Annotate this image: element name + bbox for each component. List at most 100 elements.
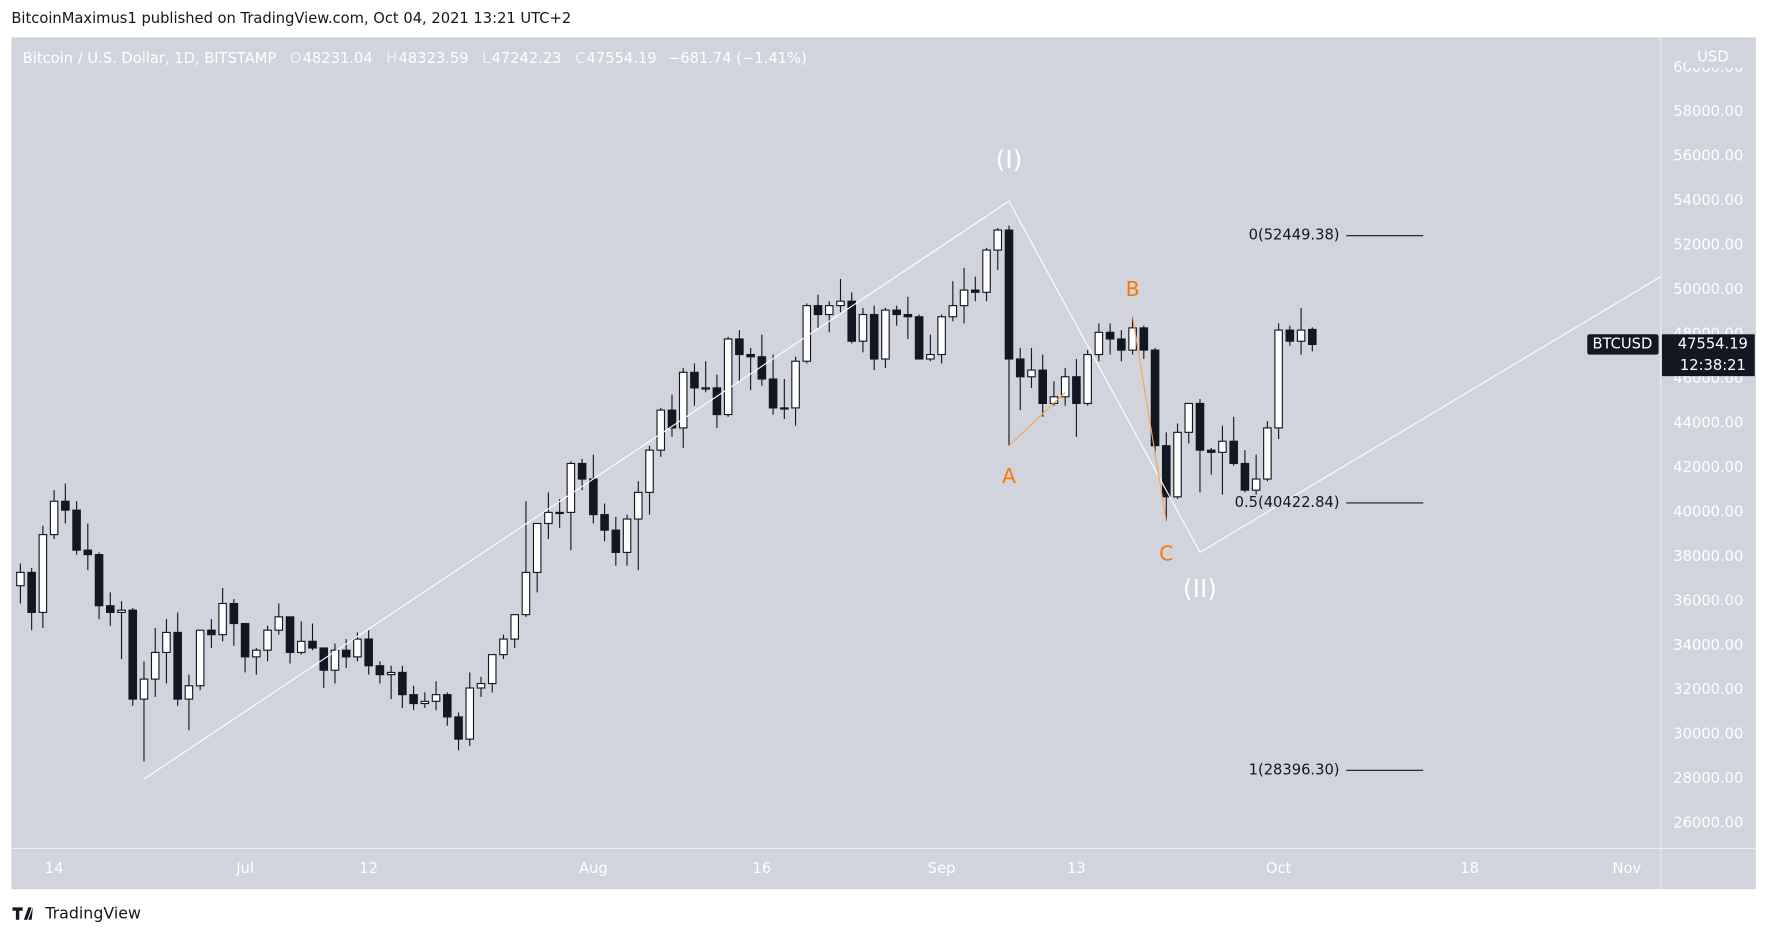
candle-body-down [341, 649, 351, 658]
candle-body-up [195, 629, 205, 687]
wave-label: A [1002, 464, 1016, 488]
candle-body-up [487, 654, 497, 685]
candle-body-down [746, 353, 755, 358]
candle-body-down [27, 571, 36, 613]
candle-body-down [398, 671, 407, 696]
candle-body-up [49, 500, 59, 536]
candle-body-down [1139, 327, 1149, 351]
y-tick-label: 58000.00 [1673, 103, 1743, 120]
y-tick-label: 44000.00 [1673, 414, 1743, 431]
x-tick-label: 14 [45, 860, 64, 877]
candle-body-down [83, 549, 93, 556]
candle-body-down [712, 387, 722, 416]
legend-key: H [386, 50, 397, 67]
candle-body-up [926, 353, 935, 360]
candle-body-down [1117, 338, 1126, 351]
candle-body-down [667, 409, 677, 429]
candle-body-down [690, 371, 699, 389]
tv-logo [12, 907, 33, 920]
candle-body-up [465, 687, 475, 740]
candle-body-down [364, 638, 373, 667]
x-tick-label: 12 [359, 860, 378, 877]
candle-body-up [566, 462, 576, 513]
candle-body-up [184, 685, 194, 700]
candle-body-up [1296, 329, 1306, 342]
candle-body-up [982, 249, 991, 293]
candle-body-down [128, 609, 138, 700]
x-tick-label: Jul [235, 860, 254, 877]
candle-body-down [1015, 358, 1025, 378]
y-tick-label: 52000.00 [1673, 237, 1743, 254]
candle-body-up [881, 309, 890, 360]
candle-body-down [1229, 440, 1238, 465]
chart-background [11, 37, 1756, 890]
candle-body-down [600, 514, 609, 531]
currency-bg [1685, 47, 1743, 68]
symbol-label: BTCUSD [1592, 335, 1652, 352]
candle-body-down [611, 529, 621, 553]
candle-body-up [824, 305, 834, 316]
candle-body-down [757, 356, 767, 380]
candle-body-up [521, 571, 531, 616]
candle-body-up [656, 409, 666, 451]
candle-body-up [139, 678, 149, 700]
candle-body-up [150, 651, 160, 680]
candle-body-down [1240, 462, 1250, 491]
candle-body-down [1004, 229, 1014, 360]
candle-body-down [1105, 331, 1115, 340]
x-tick-label: Oct [1266, 860, 1292, 877]
candle-body-up [1184, 402, 1194, 433]
candle-body-up [1083, 353, 1092, 405]
y-tick-label: 26000.00 [1673, 815, 1743, 832]
candle-body-up [633, 491, 643, 520]
candle-body-down [768, 378, 778, 409]
wave-label: C [1159, 542, 1173, 566]
y-tick-label: 42000.00 [1673, 459, 1743, 476]
y-tick-label: 56000.00 [1673, 148, 1743, 165]
candle-body-up [1094, 331, 1104, 356]
candle-body-down [207, 629, 216, 636]
y-tick-label: 54000.00 [1673, 192, 1743, 209]
candle-body-down [1206, 449, 1216, 453]
candle-body-up [476, 682, 486, 689]
candle-body-down [903, 313, 913, 318]
candle-body-down [72, 509, 81, 551]
candle-body-down [240, 622, 250, 658]
brand: TradingView [44, 904, 141, 923]
candle-body-up [532, 522, 542, 573]
candle-body-up [555, 511, 564, 515]
candle-body-down [914, 316, 924, 360]
candle-body-up [802, 305, 812, 362]
y-tick-label: 28000.00 [1673, 770, 1743, 787]
candle-body-down [173, 631, 182, 700]
candle-body-down [869, 313, 879, 360]
candle-body-up [274, 616, 284, 631]
candle-body-up [993, 229, 1003, 251]
candle-body-up [353, 638, 362, 658]
candle-body-down [589, 478, 598, 516]
legend-value: 47242.23 [491, 50, 561, 67]
candle-body-down [1150, 349, 1160, 447]
y-tick-label: 50000.00 [1673, 281, 1743, 298]
y-tick-label: 34000.00 [1673, 637, 1743, 654]
legend-value: 48231.04 [303, 50, 373, 67]
candle-body-down [1285, 329, 1295, 342]
y-tick-label: 30000.00 [1673, 726, 1743, 743]
candle-body-up [263, 629, 272, 651]
y-tick-label: 38000.00 [1673, 548, 1743, 565]
candle-body-up [1251, 478, 1261, 491]
candle-body-up [162, 631, 171, 653]
candle-body-up [948, 305, 958, 318]
legend-value: 47554.19 [587, 50, 657, 67]
candle-body-up [791, 360, 800, 409]
y-tick-label: 40000.00 [1673, 503, 1743, 520]
candle-body-down [285, 616, 295, 653]
candle-body-down [61, 500, 70, 511]
candle-body-up [16, 571, 25, 587]
candle-body-up [858, 313, 868, 342]
candle-body-up [117, 609, 126, 613]
candle-body-up [1173, 431, 1182, 498]
candle-body-up [959, 289, 969, 307]
